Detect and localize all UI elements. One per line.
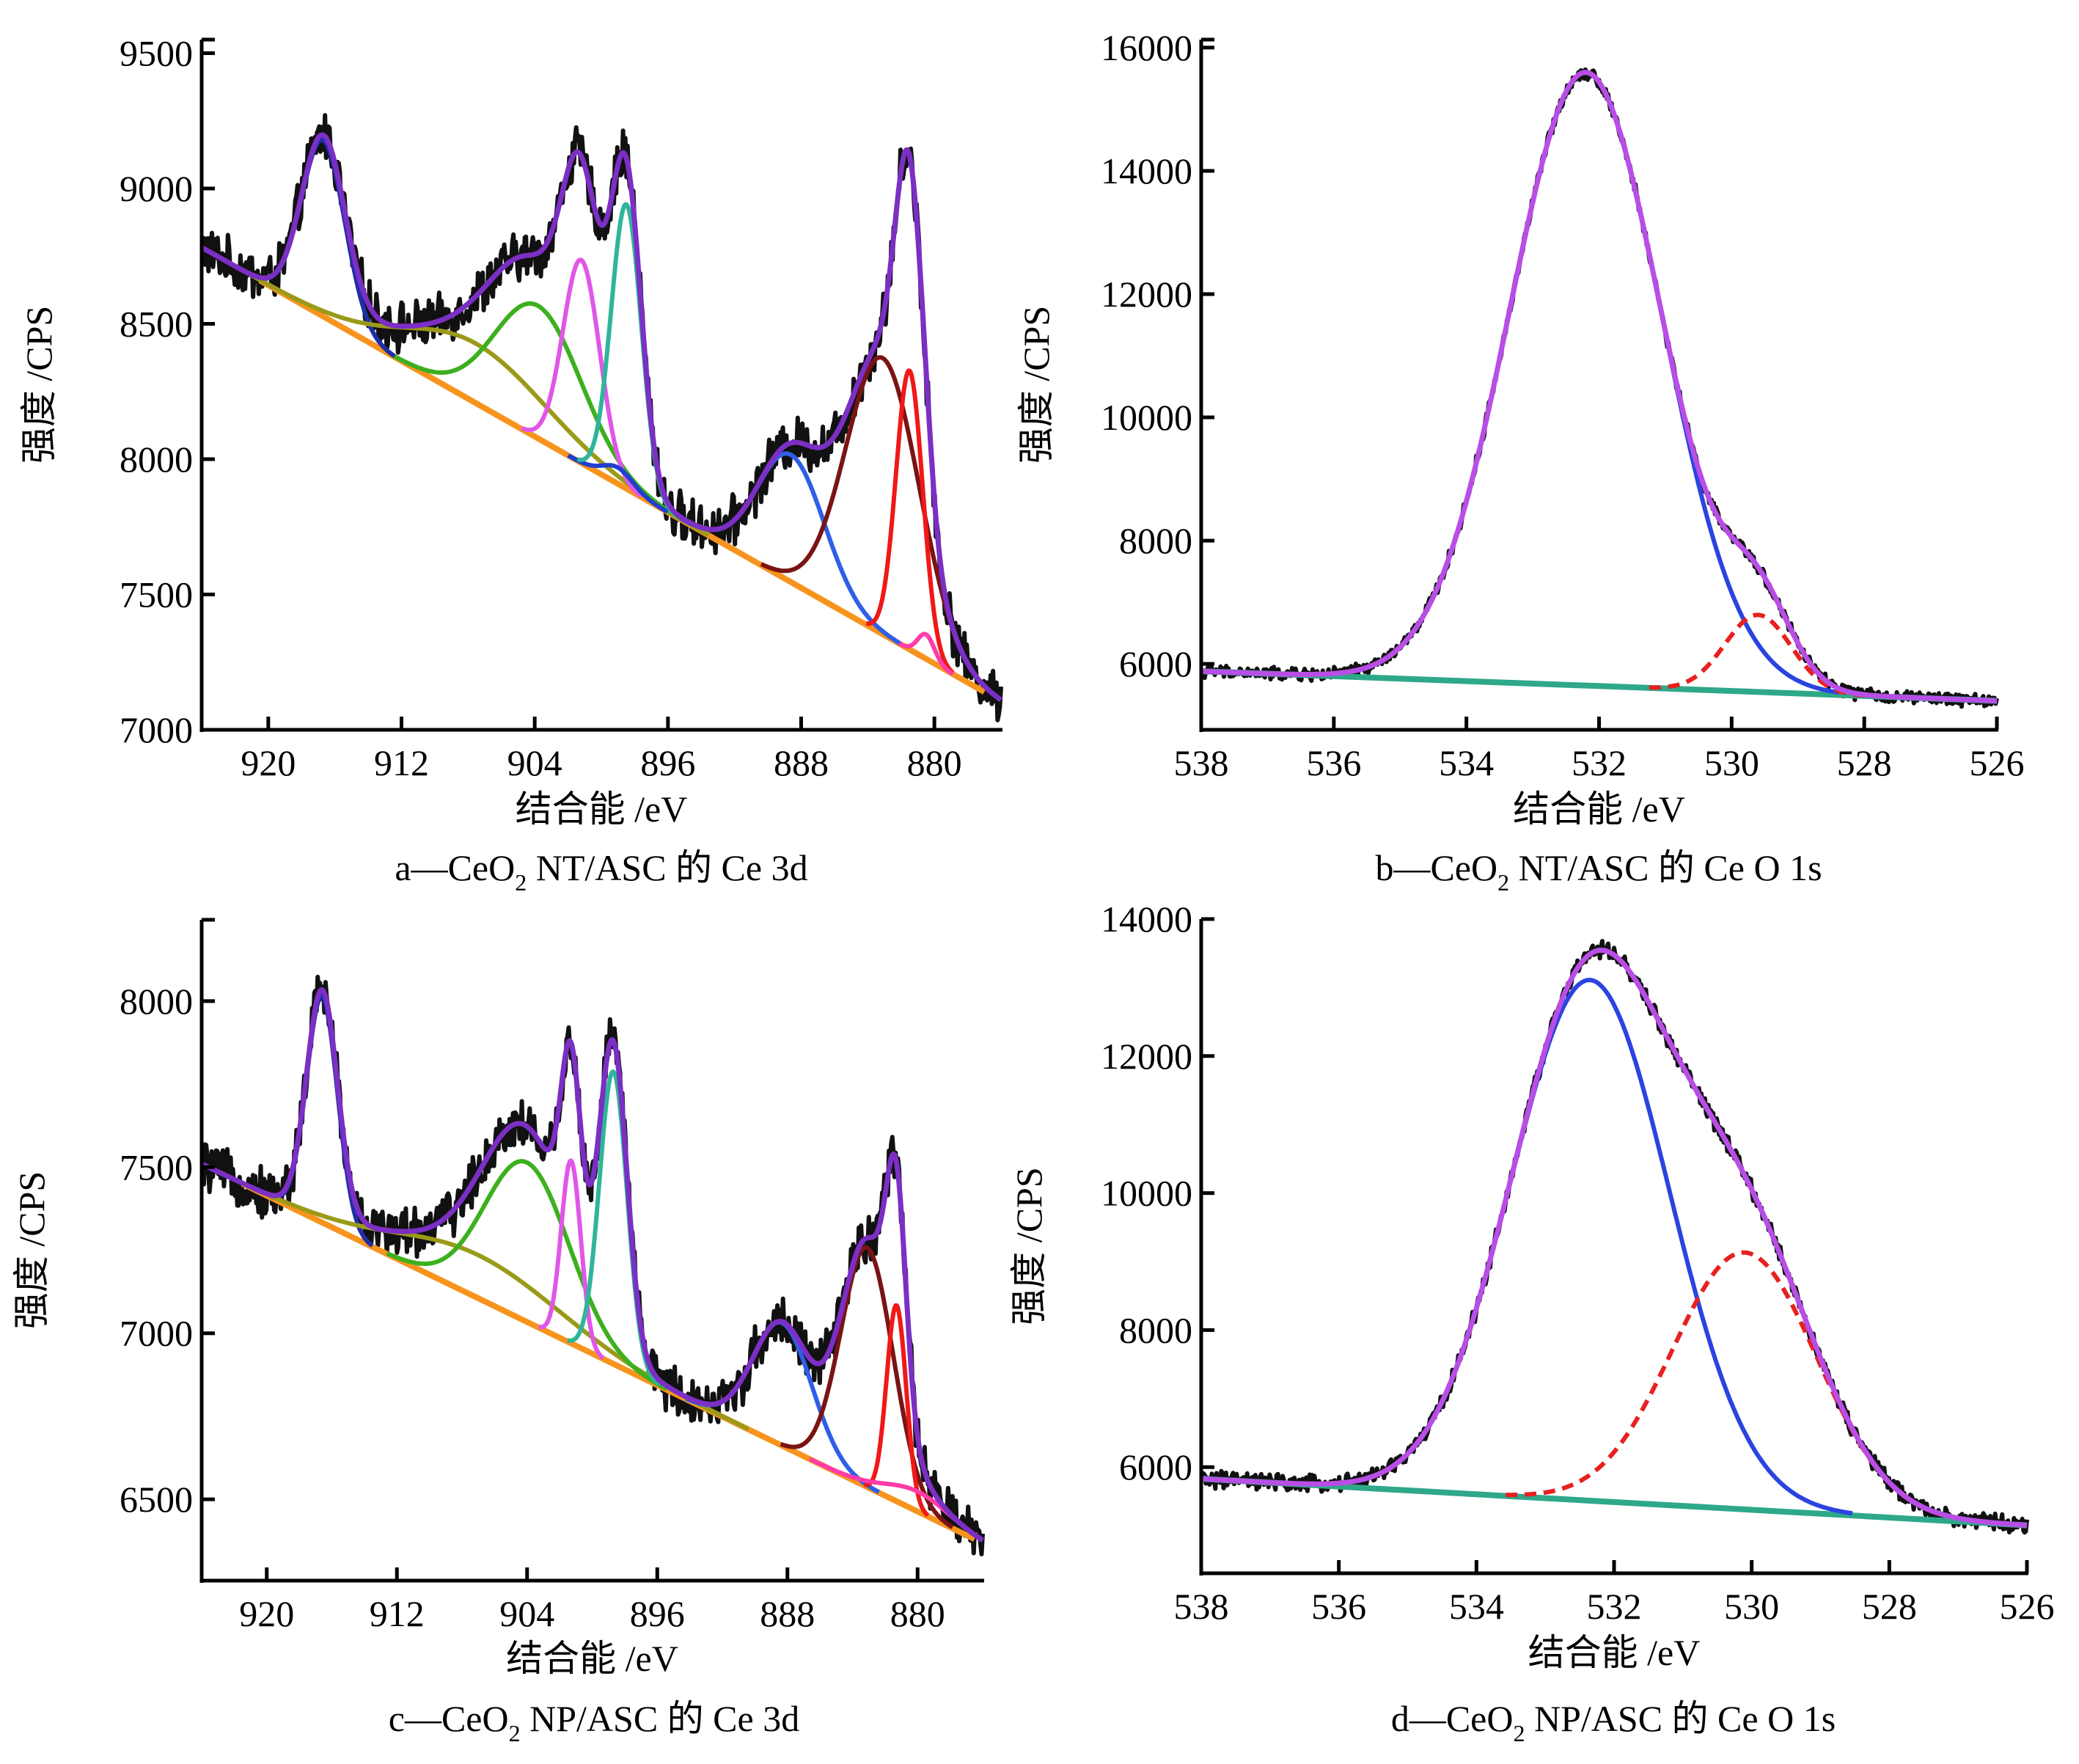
- y-tick-label-c: 7500: [120, 1146, 193, 1187]
- y-tick-label-a: 8000: [120, 439, 193, 480]
- x-tick-label-c: 904: [499, 1593, 554, 1634]
- background-line-c: [241, 1181, 976, 1542]
- background-line-d: [1203, 1476, 2028, 1529]
- x-tick-label-b: 534: [1439, 742, 1494, 783]
- component-peak-d-1: [1504, 1250, 1986, 1524]
- y-axis-title-a: 强度 /CPS: [18, 306, 59, 464]
- x-tick-label-a: 912: [374, 742, 429, 783]
- x-tick-label-d: 532: [1587, 1586, 1642, 1627]
- y-axis-title-b: 强度 /CPS: [1016, 306, 1057, 464]
- y-tick-label-d: 10000: [1101, 1173, 1192, 1214]
- x-axis-title-c: 结合能 /eV: [506, 1638, 678, 1679]
- x-tick-label-b: 530: [1704, 742, 1759, 783]
- envelope-fit-a: [203, 132, 1002, 703]
- component-peak-b-1: [1648, 612, 1869, 698]
- x-axis-title-a: 结合能 /eV: [516, 788, 688, 830]
- x-axis-title-d: 结合能 /eV: [1528, 1632, 1701, 1673]
- x-tick-label-b: 536: [1306, 742, 1361, 783]
- panel-a: 7000 7500 8000 8500 9000 9500 920 912 904 896 888 8…: [18, 32, 1003, 896]
- y-tick-label-a: 9000: [120, 168, 193, 209]
- panel-caption-d: d—CeO2 NP/ASC 的 Ce O 1s: [1391, 1698, 1836, 1746]
- y-tick-label-d: 6000: [1119, 1446, 1192, 1487]
- raw-spectrum-b: [1203, 67, 1999, 709]
- x-tick-label-a: 888: [774, 742, 829, 783]
- x-tick-label-a: 880: [907, 742, 962, 783]
- component-peak-c-6: [780, 1245, 954, 1529]
- y-tick-label-b: 12000: [1101, 274, 1192, 315]
- x-tick-label-b: 538: [1174, 742, 1229, 783]
- background-line-a: [258, 277, 986, 695]
- y-tick-label-b: 8000: [1119, 520, 1192, 561]
- x-tick-label-d: 526: [2000, 1586, 2055, 1627]
- plot-area-b: [1203, 67, 1999, 709]
- x-tick-label-d: 538: [1174, 1586, 1229, 1627]
- x-tick-label-a: 904: [507, 742, 562, 783]
- x-tick-label-d: 536: [1311, 1586, 1366, 1627]
- x-tick-label-d: 530: [1724, 1586, 1779, 1627]
- y-tick-label-b: 10000: [1101, 397, 1192, 438]
- y-tick-label-c: 8000: [120, 981, 193, 1022]
- y-tick-label-d: 8000: [1119, 1309, 1192, 1350]
- envelope-fit-b: [1203, 70, 1998, 703]
- envelope-fit-d: [1203, 948, 2028, 1528]
- x-tick-label-a: 920: [241, 742, 296, 783]
- x-tick-label-b: 532: [1572, 742, 1627, 783]
- x-tick-label-c: 920: [239, 1593, 294, 1634]
- panel-d: 6000 8000 10000 12000 14000 538 536 534 532 530 52…: [1008, 899, 2055, 1746]
- component-peak-a-8: [865, 368, 955, 675]
- x-tick-label-c: 896: [630, 1593, 685, 1634]
- y-tick-label-d: 14000: [1101, 899, 1192, 940]
- x-tick-label-d: 534: [1449, 1586, 1504, 1627]
- x-tick-label-a: 896: [640, 742, 695, 783]
- panel-b: 6000 8000 10000 12000 14000 16000 538 536 534 532…: [1016, 27, 2025, 896]
- y-tick-label-d: 12000: [1101, 1036, 1192, 1077]
- y-tick-label-b: 16000: [1101, 27, 1192, 68]
- y-axis-title-d: 强度 /CPS: [1008, 1167, 1049, 1325]
- x-tick-label-b: 528: [1837, 742, 1892, 783]
- x-tick-label-c: 880: [890, 1593, 945, 1634]
- component-peak-a-4: [567, 453, 669, 514]
- y-tick-label-b: 14000: [1101, 150, 1192, 191]
- panel-caption-c: c—CeO2 NP/ASC 的 Ce 3d: [389, 1698, 799, 1746]
- panel-caption-a: a—CeO2 NT/ASC 的 Ce 3d: [395, 847, 807, 896]
- component-peak-d-0: [1326, 978, 1854, 1516]
- plot-area-d: [1203, 939, 2029, 1535]
- x-tick-label-c: 912: [370, 1593, 425, 1634]
- panel-c: 6500 7000 7500 8000 920 912 904 896 888 880 强度 /CP…: [11, 918, 985, 1746]
- x-axis-title-b: 结合能 /eV: [1513, 788, 1685, 830]
- y-tick-label-c: 7000: [120, 1313, 193, 1354]
- y-tick-label-a: 7500: [120, 574, 193, 615]
- component-peak-b-0: [1332, 70, 1840, 695]
- y-tick-label-a: 7000: [120, 709, 193, 750]
- y-axis-title-c: 强度 /CPS: [11, 1171, 52, 1329]
- y-tick-label-a: 8500: [120, 303, 193, 344]
- component-peak-a-9: [898, 632, 955, 676]
- component-peak-c-3: [538, 1158, 605, 1361]
- plot-area-a: [203, 113, 1003, 722]
- y-tick-label-b: 6000: [1119, 643, 1192, 684]
- y-tick-label-c: 6500: [120, 1479, 193, 1520]
- raw-spectrum-d: [1203, 939, 2029, 1535]
- component-peak-a-3: [520, 257, 643, 498]
- y-tick-label-a: 9500: [120, 32, 193, 73]
- x-tick-label-b: 526: [1970, 742, 2025, 783]
- panel-caption-b: b—CeO2 NT/ASC 的 Ce O 1s: [1375, 847, 1822, 896]
- x-tick-label-c: 888: [760, 1593, 815, 1634]
- component-peak-c-2: [386, 1159, 668, 1391]
- plot-area-c: [203, 974, 985, 1556]
- x-tick-label-d: 528: [1862, 1586, 1917, 1627]
- envelope-fit-c: [203, 987, 984, 1543]
